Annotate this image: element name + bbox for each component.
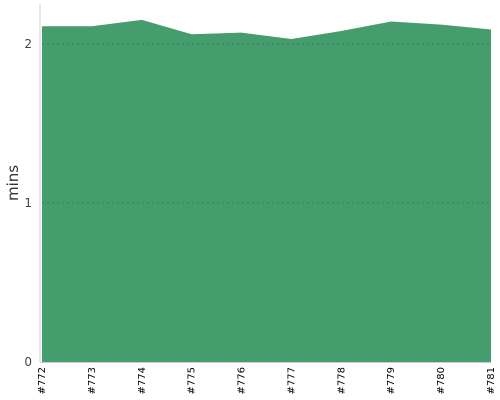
x-tick-label: #772 bbox=[37, 367, 48, 394]
area-series bbox=[42, 19, 491, 363]
x-tick-label: #775 bbox=[187, 367, 198, 394]
y-tick-label: 0 bbox=[24, 355, 32, 369]
x-tick-label: #780 bbox=[436, 367, 447, 394]
y-axis-title: mins bbox=[4, 165, 22, 201]
x-tick-label: #778 bbox=[336, 367, 347, 394]
x-tick-label: #777 bbox=[286, 367, 297, 394]
y-tick-labels: 0 1 2 bbox=[24, 37, 32, 369]
x-tick-label: #781 bbox=[486, 367, 497, 394]
x-tick-label: #774 bbox=[137, 367, 148, 394]
x-tick-label: #776 bbox=[237, 367, 248, 394]
area-layer bbox=[42, 19, 491, 363]
axis-layer bbox=[39, 4, 491, 363]
y-tick-label: 2 bbox=[24, 37, 32, 51]
x-tick-label: #779 bbox=[386, 367, 397, 394]
x-tick-label: #773 bbox=[87, 367, 98, 394]
x-tick-labels: #772 #773 #774 #775 #776 #777 #778 #779 … bbox=[37, 367, 497, 394]
y-tick-label: 1 bbox=[24, 196, 32, 210]
